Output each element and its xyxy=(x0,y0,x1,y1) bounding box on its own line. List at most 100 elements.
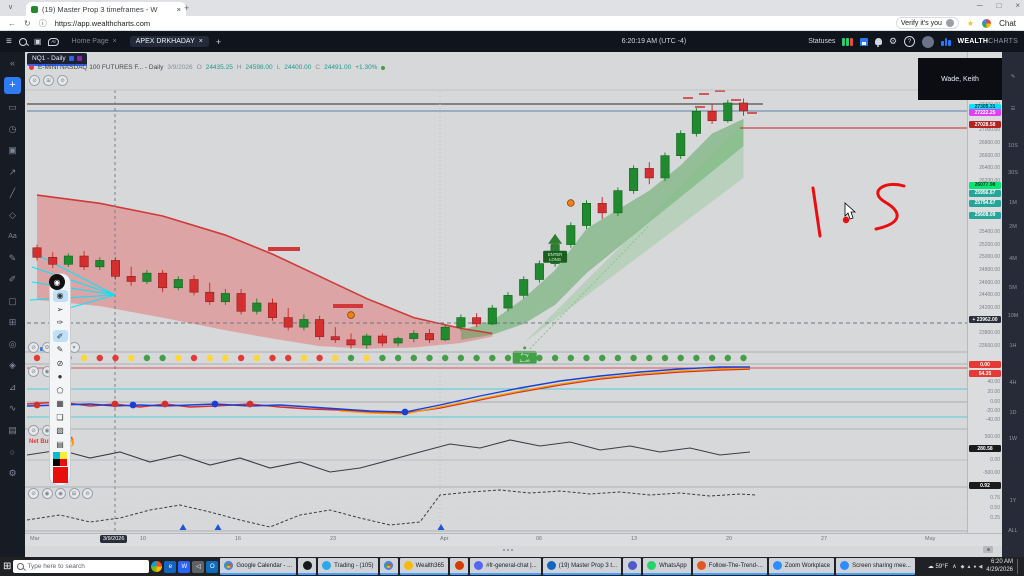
help-icon[interactable]: ? xyxy=(904,36,916,47)
panel-control-icon[interactable]: ⊘ xyxy=(28,342,39,353)
taskbar-search[interactable]: Type here to search xyxy=(13,560,150,573)
timeframe-5m[interactable]: 5M xyxy=(1009,285,1017,291)
history-icon[interactable]: ◷ xyxy=(8,123,17,134)
price-axis[interactable]: 27400.0027000.0026800.0026600.0026400.00… xyxy=(967,52,1003,545)
tab-close-icon[interactable]: × xyxy=(112,38,117,45)
add-widget-icon[interactable]: + xyxy=(4,76,21,94)
color-palette[interactable] xyxy=(53,451,67,466)
ai-chat-icon[interactable]: AI xyxy=(48,37,59,46)
brush-icon[interactable]: ✐ xyxy=(8,274,17,284)
annotation-drag-pin[interactable]: ◉ xyxy=(49,274,65,290)
window-maximize-button[interactable]: □ xyxy=(996,1,1002,10)
taskbar-button-wealth365[interactable]: Wealth365 xyxy=(399,558,449,575)
text-tool-icon[interactable]: Aa xyxy=(8,233,17,240)
add-chart-tab-button[interactable]: + xyxy=(215,36,222,47)
timeframe-1y[interactable]: 1Y xyxy=(1009,498,1017,504)
account-panel[interactable]: Wade, Keith xyxy=(918,58,1002,100)
audio-device-icon[interactable]: ◁ xyxy=(192,560,205,573)
reload-button[interactable]: ↻ xyxy=(24,18,31,28)
timeframe-1d[interactable]: 1D xyxy=(1009,410,1017,416)
taskbar-button-teams-app[interactable] xyxy=(623,558,642,575)
target-icon[interactable]: ◎ xyxy=(8,338,17,349)
timeframe-1w[interactable]: 1W xyxy=(1008,436,1018,442)
panel-control-icon[interactable]: ◉ xyxy=(55,488,66,499)
timeframe-1h[interactable]: 1H xyxy=(1009,343,1017,349)
taskbar-button-discord-general[interactable]: #fr-general-chat |... xyxy=(470,558,541,575)
tab-close-icon[interactable]: × xyxy=(176,4,181,14)
notification-center-button[interactable] xyxy=(1017,559,1021,574)
shape-icon[interactable]: ⬠ xyxy=(56,385,64,395)
user-avatar[interactable] xyxy=(922,35,935,48)
layers-icon[interactable]: ▤ xyxy=(8,424,17,435)
taskbar-button-telegram-trading[interactable]: Trading - (105) xyxy=(318,558,378,575)
pen-icon[interactable]: ✑ xyxy=(56,318,64,327)
folder-icon[interactable]: ▭ xyxy=(8,102,17,112)
taskbar-clock[interactable]: 6:20 AM 4/29/2026 xyxy=(986,559,1013,574)
scroll-handle[interactable] xyxy=(503,549,513,551)
trash-icon[interactable]: ▦ xyxy=(56,399,64,408)
site-info-icon[interactable]: ⓘ xyxy=(38,18,47,28)
tab-close-icon[interactable]: × xyxy=(198,38,203,45)
address-bar[interactable]: https://app.wealthcharts.com xyxy=(54,18,151,28)
taskbar-button-whatsapp[interactable]: WhatsApp xyxy=(643,558,691,575)
layers-icon[interactable]: ▣ xyxy=(33,37,42,46)
highlighter-icon[interactable]: ✐ xyxy=(52,330,68,342)
taskbar-button-chrome-google-calendar[interactable]: Google Calendar - ... xyxy=(220,558,297,575)
verify-profile-pill[interactable]: Verify it's you xyxy=(895,17,959,29)
dot-size-icon[interactable]: ● xyxy=(57,372,63,381)
collapse-icon[interactable]: « xyxy=(9,57,15,68)
bookmark-star-icon[interactable]: ★ xyxy=(966,18,975,28)
tray-icon[interactable]: ● xyxy=(973,563,977,570)
save-icon[interactable] xyxy=(859,37,868,46)
timeframe-all[interactable]: ALL xyxy=(1008,528,1018,534)
taskbar-button-zoom-screen-share[interactable]: Screen sharing mee... xyxy=(836,558,915,575)
taskbar-button-office-app[interactable] xyxy=(450,558,469,575)
chart-tab-chip[interactable]: NQ1 - Daily xyxy=(27,53,87,66)
wave-icon[interactable]: ∿ xyxy=(8,403,17,413)
cursor-icon[interactable]: ➢ xyxy=(56,304,64,314)
panel-control-icon[interactable]: ⊜ xyxy=(57,75,68,86)
eraser-icon[interactable]: ⊘ xyxy=(56,358,64,368)
menu-icon[interactable]: ≡ xyxy=(6,36,12,47)
trendline-icon[interactable]: ↗ xyxy=(8,166,17,177)
ruler-icon[interactable]: ⊿ xyxy=(8,381,17,392)
date-axis[interactable]: Mar 10 16 23 Apr 06 13 20 27 May 3/9/2026 xyxy=(25,533,1002,546)
new-tab-button[interactable]: + xyxy=(184,3,190,13)
capture-icon[interactable]: ▧ xyxy=(56,426,64,435)
back-button[interactable]: ← xyxy=(8,18,16,28)
taskbar-button-follow-the-trend[interactable]: Follow-The-Trend-... xyxy=(692,558,767,575)
strip-edit-icon[interactable]: ✎ xyxy=(1010,74,1016,80)
symbol-name[interactable]: E-MINI NASDAQ 100 FUTURES F... - Daily xyxy=(38,64,164,71)
timeframe-4h[interactable]: 4H xyxy=(1009,380,1017,386)
timeframe-10m[interactable]: 10M xyxy=(1007,313,1019,319)
tab-apex-drkhaday[interactable]: APEX DRKHADAY × xyxy=(129,36,209,47)
browser-tab[interactable]: (19) Master Prop 3 timeframes - W × xyxy=(26,2,186,16)
active-color-swatch[interactable] xyxy=(52,467,68,483)
window-minimize-button[interactable]: ─ xyxy=(976,1,983,10)
copilot-icon[interactable] xyxy=(151,561,163,572)
diamond-icon[interactable]: ◈ xyxy=(9,360,16,370)
edge-icon[interactable]: e xyxy=(164,560,177,573)
panel-control-icon[interactable]: ⊘ xyxy=(29,75,40,86)
tray-icon[interactable]: ◆ xyxy=(960,563,965,570)
notifications-bell-icon[interactable] xyxy=(874,38,882,47)
line-tool-icon[interactable]: ╱ xyxy=(9,188,16,198)
panel-control-icon[interactable]: ⊞ xyxy=(68,488,80,499)
tab-home-page[interactable]: Home Page × xyxy=(66,36,123,47)
timeframe-4m[interactable]: 4M xyxy=(1009,256,1017,262)
rect-icon[interactable]: ▢ xyxy=(8,295,17,306)
timeframe-10s[interactable]: 10S xyxy=(1008,143,1018,149)
clipboard-icon[interactable]: ▤ xyxy=(56,439,64,449)
package-icon[interactable]: ▣ xyxy=(8,145,17,155)
panel-control-icon[interactable]: ⊜ xyxy=(82,488,93,499)
search-icon[interactable] xyxy=(18,37,27,46)
panel-control-icon[interactable]: ⊞ xyxy=(43,75,54,86)
taskbar-button-edge-master-prop[interactable]: (19) Master Prop 3 t... xyxy=(542,558,622,575)
chat-extension-label[interactable]: Chat xyxy=(999,18,1016,28)
grid-icon[interactable]: ⊞ xyxy=(8,317,17,327)
camera-snapshot-icon[interactable] xyxy=(983,546,993,553)
window-close-button[interactable]: × xyxy=(1015,1,1020,10)
timeframe-2m[interactable]: 2M xyxy=(1009,224,1017,230)
settings-gear-icon[interactable]: ⚙ xyxy=(888,36,898,46)
